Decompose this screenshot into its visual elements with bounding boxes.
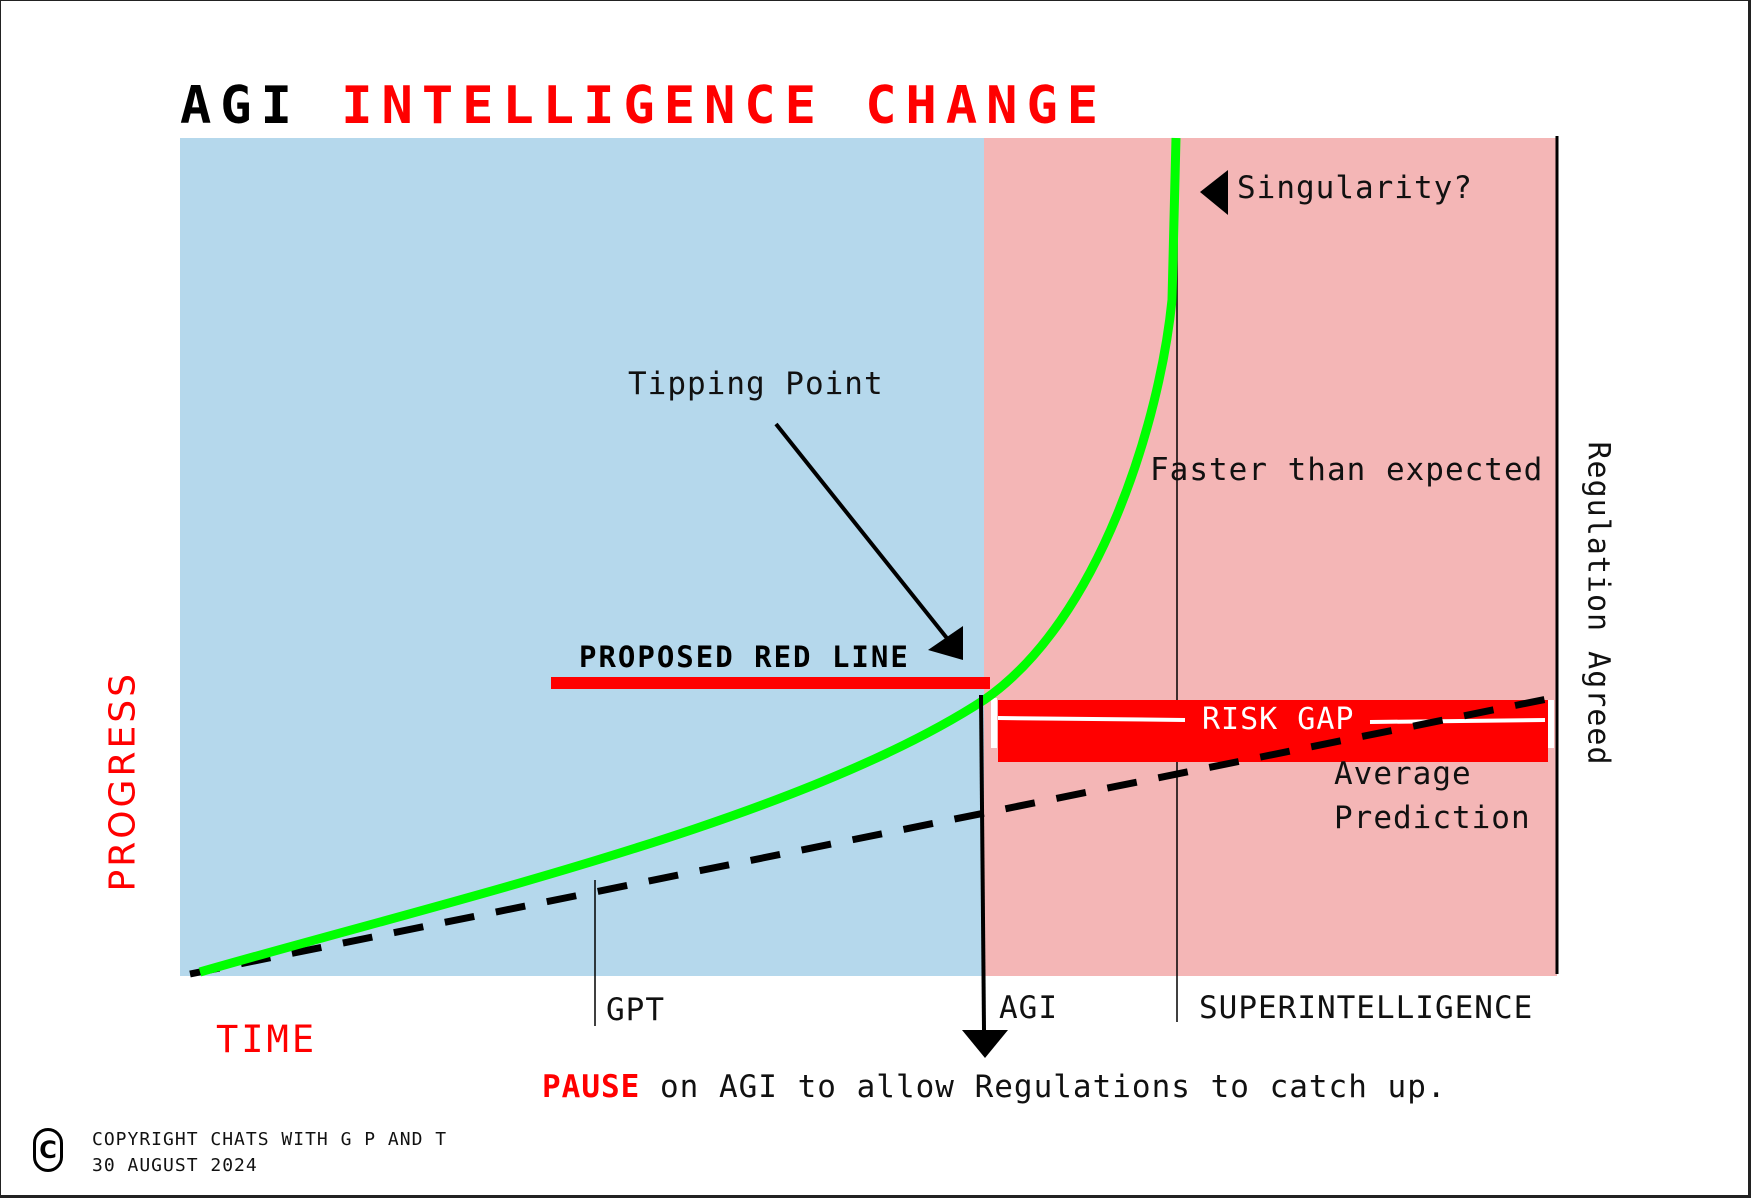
average-prediction-label-line2: Prediction: [1334, 800, 1531, 836]
average-prediction-line: [189, 693, 1558, 978]
regulation-agreed-label: Regulation Agreed: [1580, 441, 1616, 766]
tipping-point-label: Tipping Point: [628, 366, 884, 402]
y-axis-label: PROGRESS: [102, 671, 144, 892]
faster-than-expected-label: Faster than expected: [1150, 452, 1544, 488]
pause-arrow-head: [962, 1030, 1008, 1058]
pause-message: PAUSE on AGI to allow Regulations to cat…: [542, 1069, 1447, 1105]
copyright-icon: C: [33, 1128, 63, 1172]
title-part-agi: AGI: [180, 76, 301, 136]
copyright-date: 30 AUGUST 2024: [92, 1155, 258, 1176]
title-part-intelligence-change: INTELLIGENCE CHANGE: [341, 76, 1108, 136]
tipping-point-arrow-head: [928, 626, 963, 660]
pre-agi-zone: [180, 138, 984, 976]
milestone-superintelligence-label: SUPERINTELLIGENCE: [1199, 990, 1534, 1026]
singularity-label: Singularity?: [1237, 170, 1473, 206]
pause-word: PAUSE: [542, 1069, 641, 1105]
x-axis-label: TIME: [216, 1018, 318, 1061]
pause-message-rest: on AGI to allow Regulations to catch up.: [640, 1069, 1447, 1105]
milestone-gpt-label: GPT: [606, 992, 665, 1028]
average-prediction-label-line1: Average: [1334, 756, 1472, 792]
pause-arrow-shaft: [979, 694, 986, 1031]
chart-title: AGI INTELLIGENCE CHANGE: [180, 76, 1107, 136]
copyright-text: COPYRIGHT CHATS WITH G P AND T 30 AUGUST…: [92, 1127, 447, 1179]
proposed-red-line-label: PROPOSED RED LINE: [579, 640, 910, 674]
post-agi-zone: [984, 138, 1557, 976]
growth-curve: [198, 137, 1181, 977]
copyright-line1: COPYRIGHT CHATS WITH G P AND T: [92, 1129, 448, 1150]
risk-gap-label: RISK GAP: [1202, 702, 1355, 737]
tipping-point-arrow-shaft: [774, 422, 952, 644]
singularity-pointer-icon: [1200, 170, 1228, 215]
milestone-agi-label: AGI: [999, 990, 1058, 1026]
